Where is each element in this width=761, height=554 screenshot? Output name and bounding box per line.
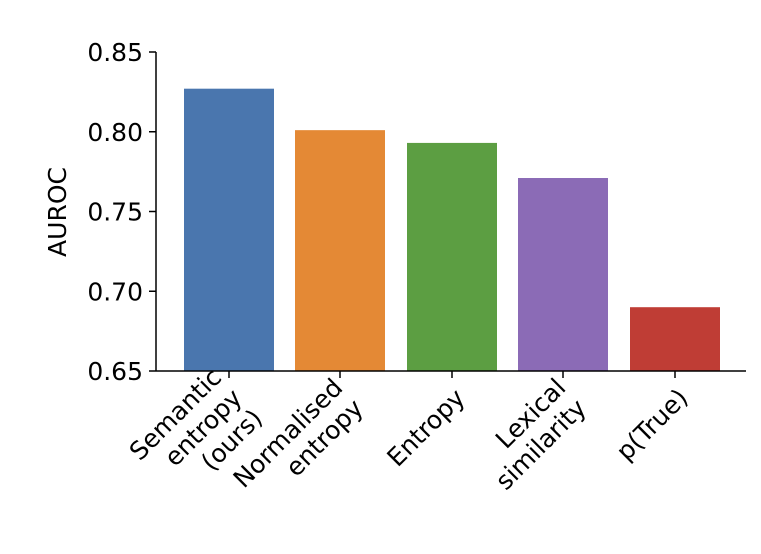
x-tick-label-line: p(True) xyxy=(611,383,694,466)
x-tick-label-1: Normalisedentropy xyxy=(228,373,369,514)
y-tick-label-4: 0.85 xyxy=(87,38,143,67)
y-tick-label-1: 0.70 xyxy=(87,277,143,306)
x-tick-label-line: Entropy xyxy=(381,383,470,472)
y-tick-label-3: 0.80 xyxy=(87,118,143,147)
x-tick-label-4: p(True) xyxy=(611,383,694,466)
bar-3 xyxy=(518,178,608,371)
bar-2 xyxy=(407,142,497,371)
y-tick-label-2: 0.75 xyxy=(87,198,143,227)
y-axis: 0.65 0.70 0.75 0.80 0.85 xyxy=(87,38,157,386)
y-axis-title: AUROC xyxy=(43,167,72,257)
bar-1 xyxy=(295,130,385,371)
x-tick-label-2: Entropy xyxy=(381,383,470,472)
bar-0 xyxy=(184,88,274,371)
y-tick-label-0: 0.65 xyxy=(87,357,143,386)
x-tick-label-3: Lexicalsimilarity xyxy=(469,373,592,496)
bars-group xyxy=(184,88,720,371)
x-axis: Semanticentropy(ours)Normalisedentropy En… xyxy=(124,363,746,514)
bar-4 xyxy=(630,307,720,371)
